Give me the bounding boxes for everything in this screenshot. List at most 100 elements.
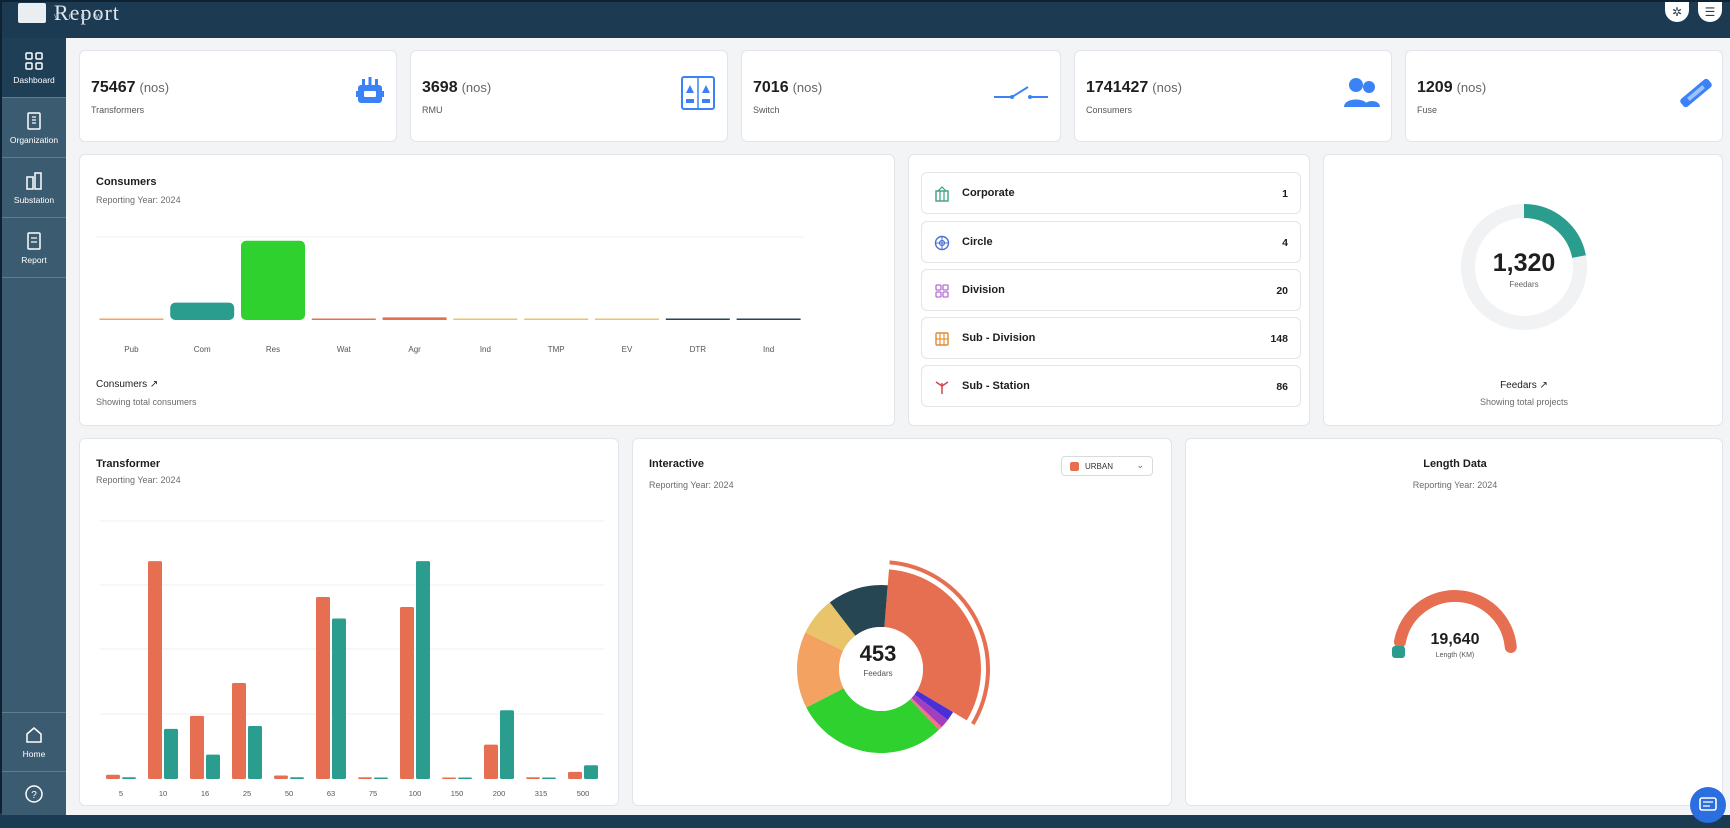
bar[interactable] (400, 607, 414, 779)
x-tick-label: EV (622, 345, 633, 354)
card-subtitle: Reporting Year: 2024 (649, 480, 734, 490)
bar[interactable] (316, 596, 330, 779)
chat-button[interactable] (1690, 787, 1726, 823)
x-tick-label: 75 (369, 789, 377, 798)
bar[interactable] (148, 561, 162, 779)
division-icon (935, 284, 949, 298)
bar[interactable] (358, 777, 372, 779)
x-tick-label: 100 (409, 789, 422, 798)
bar[interactable] (584, 765, 598, 779)
bar[interactable] (665, 318, 730, 321)
logo-mark-icon (18, 3, 46, 23)
menu-icon: ☰ (1704, 5, 1716, 19)
stat-value-wrap: 3698 (nos) (422, 79, 491, 97)
bar[interactable] (106, 774, 120, 779)
bar[interactable] (374, 777, 388, 780)
bar[interactable] (568, 771, 582, 779)
bar[interactable] (442, 777, 456, 780)
stat-card-switch[interactable]: 7016 (nos) Switch (741, 50, 1061, 142)
sidebar-item-home[interactable]: Home (2, 712, 66, 772)
bar[interactable] (542, 777, 556, 780)
sidebar-item-report[interactable]: Report (2, 218, 66, 278)
svg-text:?: ? (31, 790, 37, 801)
bar[interactable] (290, 777, 304, 779)
bar[interactable] (458, 777, 472, 780)
bar[interactable] (232, 682, 246, 779)
x-tick-label: Agr (408, 345, 421, 354)
card-title: Consumers (96, 176, 157, 188)
bar[interactable] (248, 725, 262, 779)
bar[interactable] (524, 318, 589, 321)
sidebar-item-organization[interactable]: Organization (2, 98, 66, 158)
sidebar-item-dashboard[interactable]: Dashboard (2, 38, 66, 98)
stat-label: Fuse (1417, 105, 1438, 115)
length-data-card: Length Data Reporting Year: 2024 19,640 … (1185, 438, 1723, 806)
sidebar-item-substation[interactable]: Substation (2, 158, 66, 218)
bar[interactable] (99, 318, 164, 320)
org-count: 4 (1282, 237, 1288, 249)
bar[interactable] (274, 775, 288, 779)
substation-icon (26, 171, 42, 190)
stat-unit: (nos) (1456, 80, 1487, 95)
org-row-subdivision[interactable]: Sub - Division 148 (921, 317, 1301, 359)
donut-slice[interactable] (909, 698, 942, 730)
bar[interactable] (190, 715, 204, 779)
donut-slice[interactable] (914, 690, 954, 720)
stat-card-consumers[interactable]: 1741427 (nos) Consumers (1074, 50, 1392, 142)
bar[interactable] (484, 744, 498, 779)
bar[interactable] (736, 318, 801, 321)
bar[interactable] (241, 240, 305, 320)
x-tick-label: 200 (493, 789, 506, 798)
x-tick-label: 500 (577, 789, 590, 798)
feeders-radial-gauge (1461, 204, 1587, 330)
substation-tower-icon (935, 381, 949, 394)
bar[interactable] (164, 728, 178, 779)
bar[interactable] (122, 777, 136, 779)
bar[interactable] (332, 618, 346, 779)
donut-slice[interactable] (884, 569, 981, 721)
logo[interactable]: Report (18, 2, 120, 24)
bar[interactable] (170, 302, 235, 320)
x-tick-label: Wat (337, 345, 352, 354)
donut-slice[interactable] (805, 602, 856, 651)
bar[interactable] (595, 318, 659, 321)
menu-button[interactable]: ☰ (1698, 2, 1722, 22)
bar[interactable] (311, 318, 376, 321)
donut-slice[interactable] (797, 632, 844, 708)
org-row-substation[interactable]: Sub - Station 86 (921, 365, 1301, 407)
consumers-bar-chart: Pub Com Res Wat Agr Ind TMP EV DTR Ind (96, 236, 804, 354)
org-row-corporate[interactable]: Corporate 1 (921, 172, 1301, 214)
bar[interactable] (500, 710, 514, 779)
sidebar-item-help[interactable]: ? (2, 778, 66, 818)
transformer-icon (356, 77, 384, 103)
stat-label: Switch (753, 105, 780, 115)
feeders-value-label: Feedars (1509, 280, 1539, 289)
stat-value-wrap: 7016 (nos) (753, 79, 822, 97)
bar[interactable] (382, 317, 447, 320)
stat-card-rmu[interactable]: 3698 (nos) RMU (410, 50, 728, 142)
logo-text: Report (54, 0, 120, 25)
dropdown-value: URBAN (1085, 461, 1114, 471)
org-row-division[interactable]: Division 20 (921, 269, 1301, 311)
footer-subtitle: Showing total consumers (96, 397, 197, 407)
donut-hole (839, 627, 923, 711)
x-tick-label: TMP (548, 345, 565, 354)
org-count: 86 (1276, 381, 1288, 393)
bar[interactable] (416, 561, 430, 779)
bar[interactable] (526, 777, 540, 779)
donut-slice[interactable] (806, 688, 939, 753)
area-type-dropdown[interactable]: URBAN ⌄ (1061, 456, 1153, 476)
card-title: Length Data (1423, 458, 1487, 470)
sidebar-item-label: Report (21, 254, 47, 265)
donut-slice[interactable] (829, 585, 888, 636)
stat-card-transformers[interactable]: 75467 (nos) Transformers (79, 50, 397, 142)
bar[interactable] (206, 754, 220, 779)
bar[interactable] (453, 318, 518, 321)
donut-slice[interactable] (911, 694, 948, 728)
stat-card-fuse[interactable]: 1209 (nos) Fuse (1405, 50, 1723, 142)
card-title: Interactive (649, 458, 705, 470)
org-count: 148 (1270, 333, 1288, 345)
settings-button[interactable]: ✲ (1665, 2, 1689, 22)
chevron-down-icon: ⌄ (1136, 460, 1144, 470)
org-row-circle[interactable]: Circle 4 (921, 221, 1301, 263)
